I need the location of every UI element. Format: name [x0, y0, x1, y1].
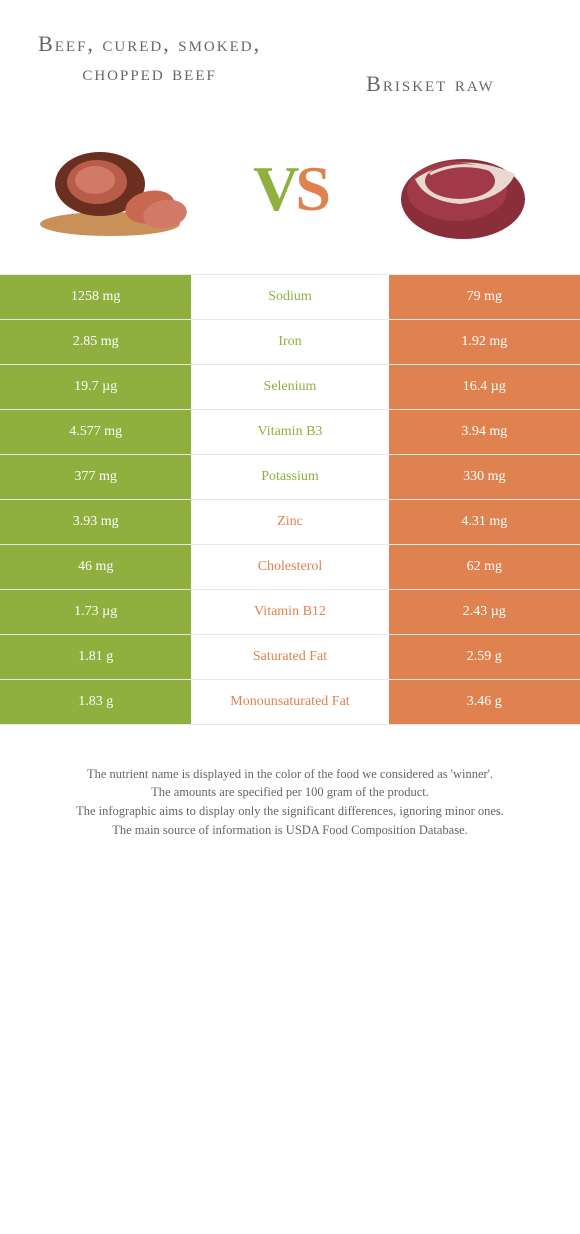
value-right: 16.4 µg — [389, 365, 580, 409]
value-right: 3.46 g — [389, 680, 580, 724]
nutrient-label: Vitamin B3 — [191, 410, 388, 454]
nutrient-label: Potassium — [191, 455, 388, 499]
vs-v: V — [253, 152, 295, 226]
brisket-icon — [375, 129, 545, 249]
table-row: 3.93 mgZinc4.31 mg — [0, 499, 580, 544]
food-image-left — [35, 129, 205, 249]
nutrient-label: Zinc — [191, 500, 388, 544]
nutrient-label: Sodium — [191, 275, 388, 319]
header: Beef, cured, smoked, chopped beef Briske… — [0, 0, 580, 109]
table-row: 4.577 mgVitamin B33.94 mg — [0, 409, 580, 454]
table-row: 1258 mgSodium79 mg — [0, 274, 580, 319]
value-left: 1.83 g — [0, 680, 191, 724]
value-left: 19.7 µg — [0, 365, 191, 409]
value-right: 2.59 g — [389, 635, 580, 679]
vs-s: S — [295, 152, 327, 226]
table-row: 19.7 µgSelenium16.4 µg — [0, 364, 580, 409]
nutrient-label: Cholesterol — [191, 545, 388, 589]
value-right: 330 mg — [389, 455, 580, 499]
food-image-right — [375, 129, 545, 249]
value-left: 46 mg — [0, 545, 191, 589]
footer-line: The infographic aims to display only the… — [28, 802, 552, 821]
value-right: 1.92 mg — [389, 320, 580, 364]
value-left: 4.577 mg — [0, 410, 191, 454]
value-left: 1.73 µg — [0, 590, 191, 634]
value-left: 3.93 mg — [0, 500, 191, 544]
images-row: VS — [0, 109, 580, 274]
value-right: 4.31 mg — [389, 500, 580, 544]
table-row: 1.83 gMonounsaturated Fat3.46 g — [0, 679, 580, 725]
value-left: 377 mg — [0, 455, 191, 499]
value-right: 79 mg — [389, 275, 580, 319]
nutrient-label: Saturated Fat — [191, 635, 388, 679]
table-row: 46 mgCholesterol62 mg — [0, 544, 580, 589]
value-right: 62 mg — [389, 545, 580, 589]
value-right: 3.94 mg — [389, 410, 580, 454]
table-row: 1.81 gSaturated Fat2.59 g — [0, 634, 580, 679]
nutrient-label: Vitamin B12 — [191, 590, 388, 634]
value-right: 2.43 µg — [389, 590, 580, 634]
nutrient-label: Iron — [191, 320, 388, 364]
cured-beef-icon — [35, 129, 205, 249]
table-row: 377 mgPotassium330 mg — [0, 454, 580, 499]
table-row: 2.85 mgIron1.92 mg — [0, 319, 580, 364]
vs-label: VS — [253, 152, 327, 226]
footer: The nutrient name is displayed in the co… — [0, 725, 580, 870]
title-left: Beef, cured, smoked, chopped beef — [30, 30, 269, 87]
nutrient-label: Monounsaturated Fat — [191, 680, 388, 724]
value-left: 2.85 mg — [0, 320, 191, 364]
nutrient-label: Selenium — [191, 365, 388, 409]
footer-line: The amounts are specified per 100 gram o… — [28, 783, 552, 802]
table-row: 1.73 µgVitamin B122.43 µg — [0, 589, 580, 634]
footer-line: The nutrient name is displayed in the co… — [28, 765, 552, 784]
nutrient-table: 1258 mgSodium79 mg2.85 mgIron1.92 mg19.7… — [0, 274, 580, 725]
value-left: 1.81 g — [0, 635, 191, 679]
value-left: 1258 mg — [0, 275, 191, 319]
footer-line: The main source of information is USDA F… — [28, 821, 552, 840]
title-right: Brisket raw — [311, 70, 550, 99]
